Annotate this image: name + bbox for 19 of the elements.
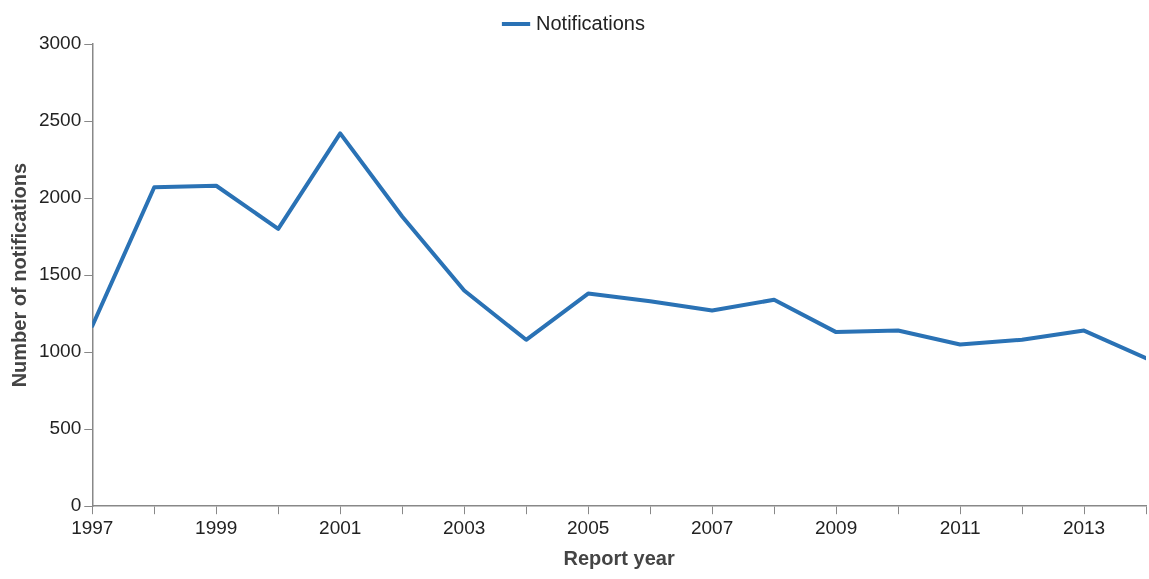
legend-label: Notifications [536,11,645,34]
x-tick-label: 2001 [319,516,362,538]
x-tick-label: 2009 [814,516,858,538]
y-tick-label: 1500 [38,263,82,285]
y-tick-label: 0 [70,494,82,516]
x-tick-label: 2011 [939,516,981,538]
x-tick-label: 2013 [1062,516,1106,538]
x-tick-label: 2005 [567,516,610,538]
x-tick-label: 1997 [71,516,114,538]
y-tick-label: 500 [49,417,82,439]
y-tick-label: 1000 [38,340,82,362]
x-tick-label: 1999 [195,516,238,538]
x-axis-title: Report year [563,546,675,569]
x-tick-label: 2007 [690,516,734,538]
y-tick-label: 3000 [38,32,82,54]
y-tick-label: 2500 [38,109,82,131]
y-tick-label: 2000 [38,186,82,208]
x-tick-label: 2003 [443,516,486,538]
y-axis-title: Number of notifications [7,162,30,388]
